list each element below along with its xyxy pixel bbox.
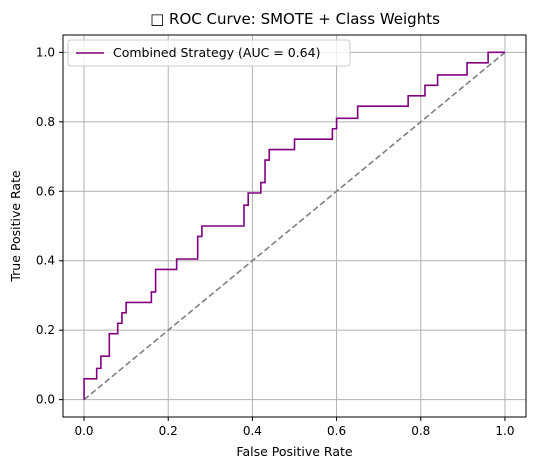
x-tick-label-5: 1.0	[495, 424, 514, 438]
y-tick-label-2: 0.4	[36, 254, 55, 268]
y-tick-label-4: 0.8	[36, 115, 55, 129]
y-tick-label-1: 0.2	[36, 323, 55, 337]
legend: Combined Strategy (AUC = 0.64)	[67, 39, 351, 67]
plot-frame	[62, 34, 527, 418]
legend-entry-label: Combined Strategy (AUC = 0.64)	[113, 45, 320, 60]
legend-box	[67, 39, 351, 67]
y-tick-label-3: 0.6	[36, 184, 55, 198]
y-tick-label-5: 1.0	[36, 45, 55, 59]
y-tick-label-0: 0.0	[36, 393, 55, 407]
x-tick-label-1: 0.2	[159, 424, 178, 438]
chance-diagonal-line	[83, 51, 506, 401]
x-tick-label-4: 0.8	[411, 424, 430, 438]
axis-ticks: 0.0 0.2 0.4 0.6 0.8 1.0 0.0 0.2 0.4 0.6 0.8 1.0	[36, 45, 515, 438]
x-tick-label-0: 0.0	[74, 424, 93, 438]
x-axis-label: False Positive Rate	[236, 444, 352, 459]
chart-title: □ ROC Curve: SMOTE + Class Weights	[150, 10, 440, 28]
roc-curve-line	[83, 51, 505, 400]
x-tick-label-3: 0.6	[327, 424, 346, 438]
y-axis-label: True Positive Rate	[8, 170, 23, 283]
series-layer	[83, 51, 506, 401]
x-tick-label-2: 0.4	[243, 424, 262, 438]
